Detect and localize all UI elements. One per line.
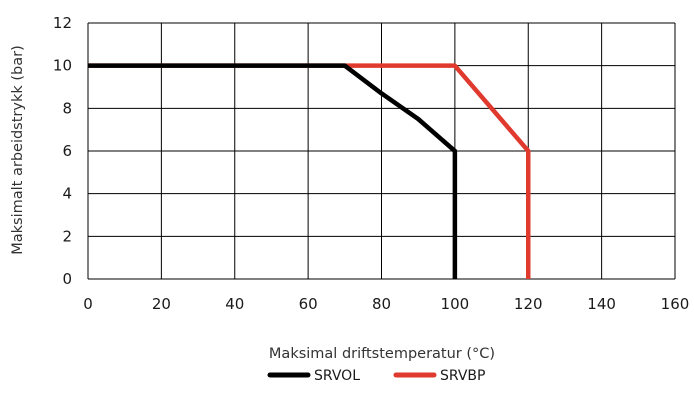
y-axis-label: Maksimalt arbeidstrykk (bar) <box>10 45 26 254</box>
x-tick-label: 160 <box>661 295 690 313</box>
x-axis-label: Maksimal driftstemperatur (°C) <box>269 346 495 362</box>
x-tick-label: 140 <box>587 295 616 313</box>
y-tick-labels: 0 2 4 6 8 10 12 <box>53 14 72 288</box>
legend: SRVOL SRVBP <box>267 368 485 384</box>
y-tick-label: 8 <box>62 99 72 117</box>
x-tick-label: 40 <box>225 295 244 313</box>
series-lines <box>88 63 531 279</box>
x-tick-label: 60 <box>299 295 318 313</box>
y-tick-label: 0 <box>62 270 72 288</box>
x-tick-label: 100 <box>441 295 470 313</box>
x-tick-label: 120 <box>514 295 543 313</box>
legend-label-srvol: SRVOL <box>314 368 360 384</box>
x-tick-labels: 0 20 40 60 80 100 120 140 160 <box>83 295 689 313</box>
y-tick-label: 4 <box>62 185 72 203</box>
y-tick-label: 12 <box>53 14 72 32</box>
x-tick-label: 0 <box>83 295 93 313</box>
legend-label-srvbp: SRVBP <box>440 368 485 384</box>
series-line-srvol <box>88 63 458 279</box>
grid <box>87 22 676 280</box>
y-tick-label: 6 <box>62 142 72 160</box>
y-tick-label: 2 <box>62 227 72 245</box>
x-tick-label: 20 <box>152 295 171 313</box>
x-tick-label: 80 <box>372 295 391 313</box>
y-tick-label: 10 <box>53 57 72 75</box>
